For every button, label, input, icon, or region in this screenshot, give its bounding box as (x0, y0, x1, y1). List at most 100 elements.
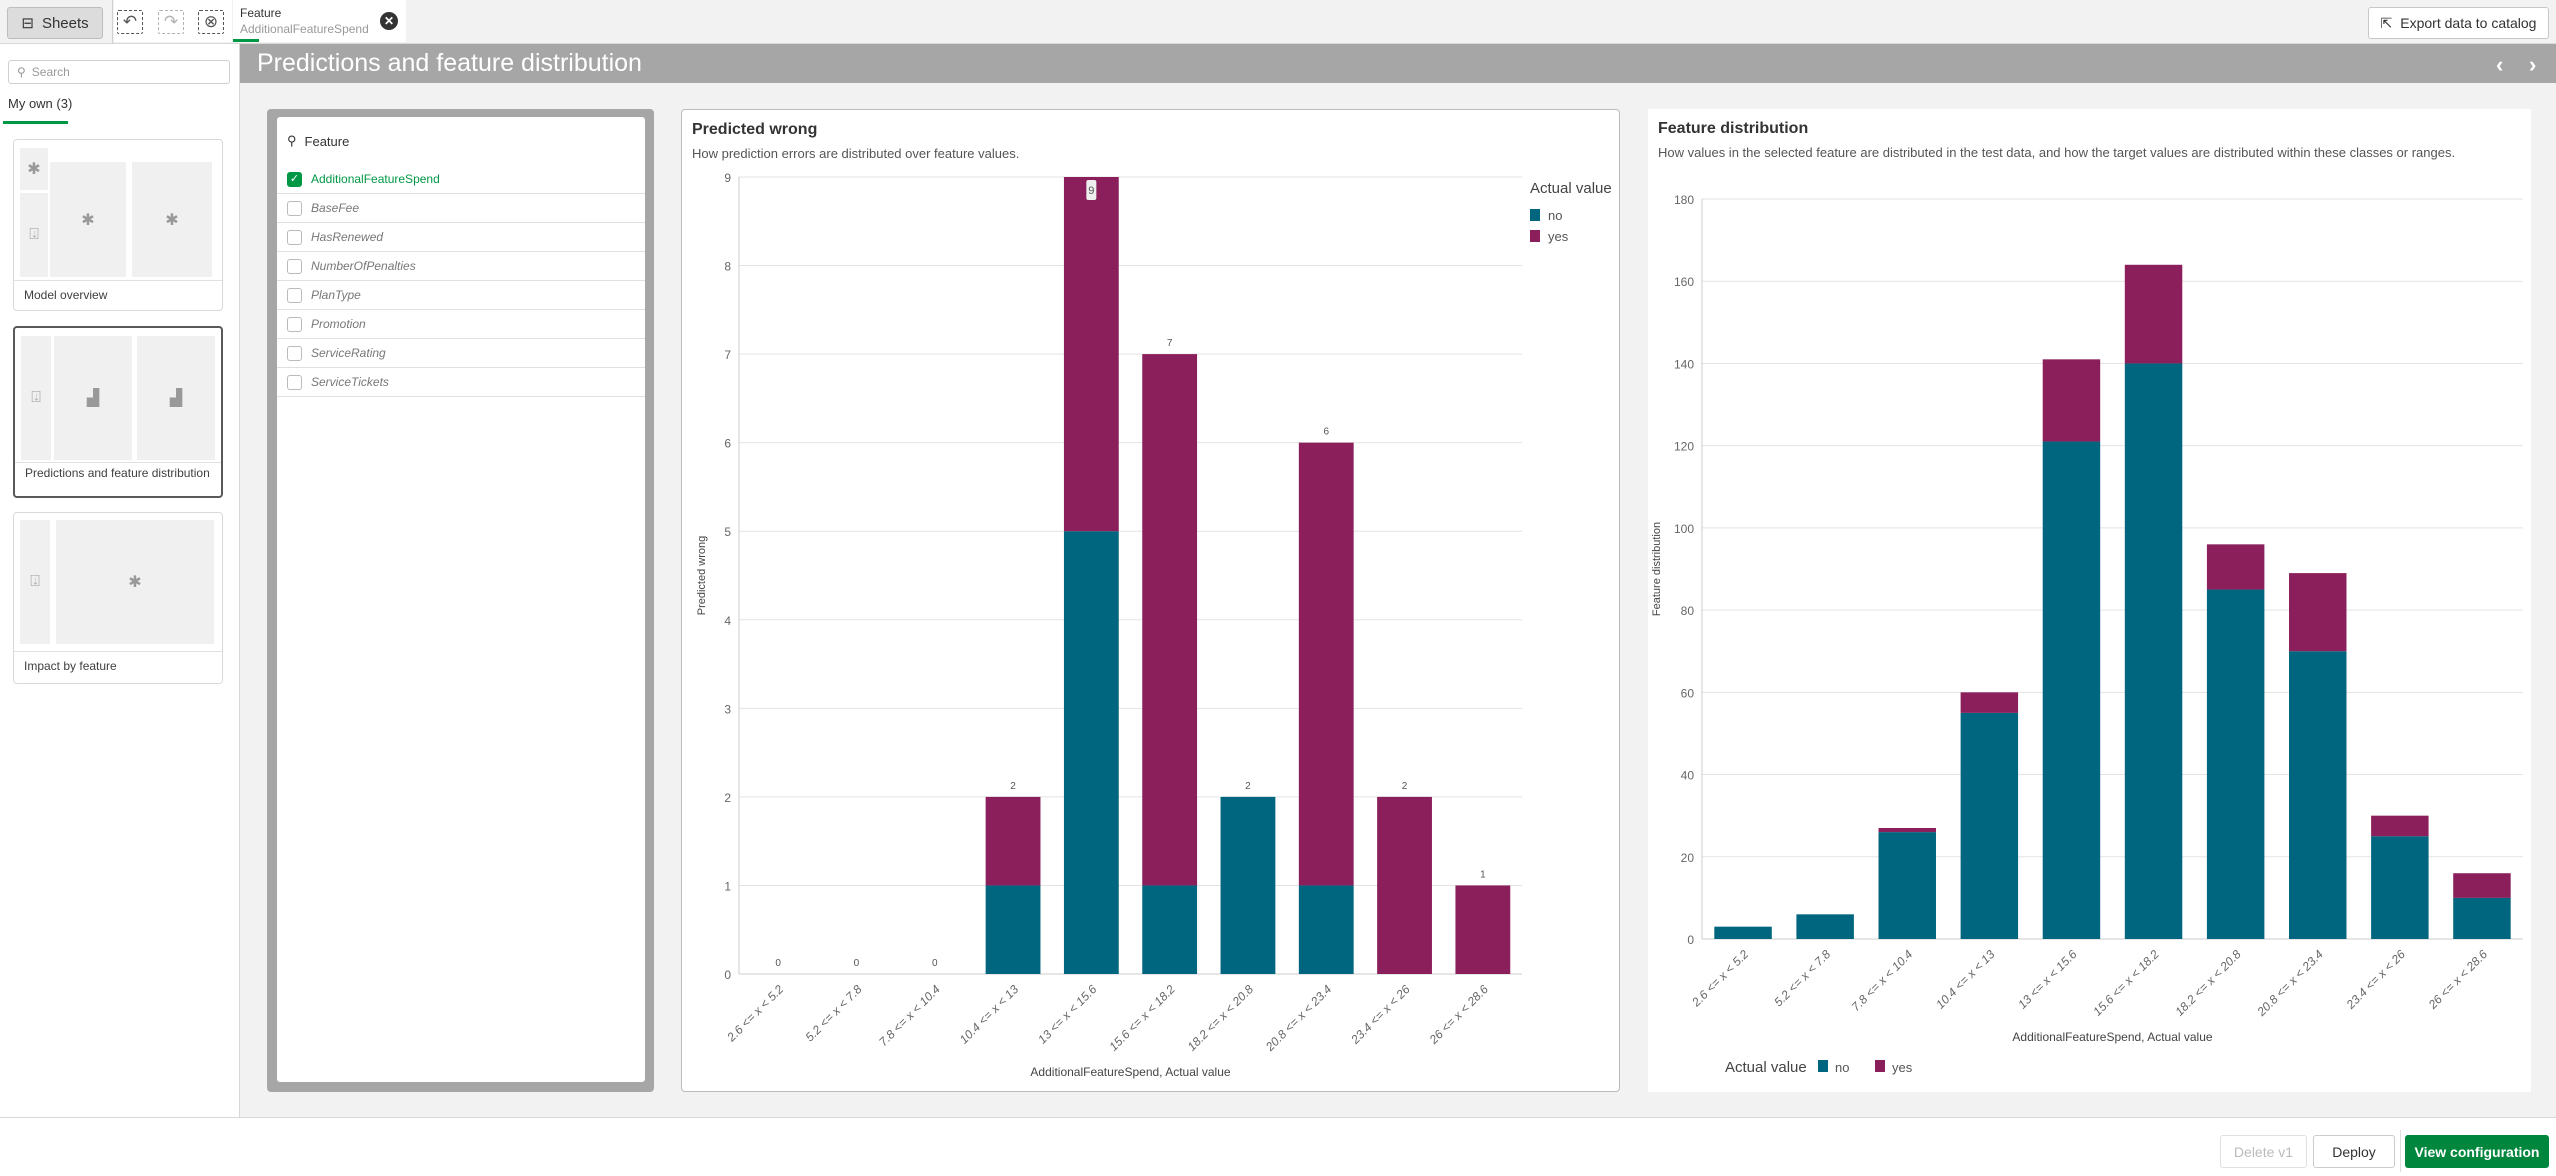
legend-label: no (1548, 208, 1562, 223)
x-tick-label: 10.4 <= x < 13 (1933, 947, 1998, 1012)
bar-yes (2206, 544, 2265, 590)
sheet-card-label: Impact by feature (14, 651, 222, 684)
feature-distribution-chart[interactable]: Feature distribution How values in the s… (1648, 109, 2531, 1092)
bar-no (1714, 926, 1772, 939)
sheets-sidebar: ⚲ Search My own (3) ✱ ⍗ ✱ ✱ Model overvie… (0, 44, 240, 1117)
bar-no (1796, 914, 1854, 939)
x-tick-label: 13 <= x < 15.6 (1035, 982, 1100, 1047)
bar-no (1142, 885, 1198, 974)
puzzle-icon: ✱ (20, 148, 48, 190)
bar-no (2124, 363, 2183, 939)
legend-label: yes (1892, 1060, 1913, 1075)
filter-item[interactable]: Promotion (277, 310, 645, 339)
puzzle-icon: ✱ (50, 162, 126, 277)
y-tick-label: 1 (724, 879, 731, 893)
filter-item[interactable]: HasRenewed (277, 223, 645, 252)
data-label: 7 (1167, 338, 1173, 349)
filter-item[interactable]: BaseFee (277, 194, 645, 223)
bar-no (2042, 441, 2101, 939)
delete-version-button[interactable]: Delete v1 (2220, 1135, 2307, 1168)
bar-no (2371, 836, 2429, 939)
sheet-search-input[interactable]: ⚲ Search (8, 60, 230, 84)
legend-label: no (1835, 1060, 1849, 1075)
filter-item-label: Promotion (311, 317, 366, 331)
bar-no (985, 885, 1041, 974)
y-tick-label: 0 (724, 968, 731, 982)
y-tick-label: 20 (1681, 851, 1695, 865)
export-data-button[interactable]: ⇱ Export data to catalog (2368, 7, 2549, 39)
checkbox[interactable] (287, 316, 302, 332)
x-tick-label: 2.6 <= x < 5.2 (724, 982, 787, 1045)
clear-selection-close-icon[interactable]: ✕ (380, 12, 398, 30)
bar-yes (2289, 573, 2347, 652)
legend-swatch-yes (1875, 1060, 1885, 1072)
kpi-placeholder (50, 148, 214, 156)
current-selection-tab[interactable]: Feature AdditionalFeatureSpend ✕ (233, 0, 406, 42)
y-tick-label: 40 (1681, 769, 1695, 783)
y-axis-title: Predicted wrong (696, 536, 708, 616)
bar-yes (1960, 692, 2019, 713)
data-label: 2 (1010, 781, 1016, 792)
y-tick-label: 5 (724, 525, 731, 539)
filter-item[interactable]: ✓ AdditionalFeatureSpend (277, 165, 645, 194)
x-tick-label: 18.2 <= x < 20.8 (2172, 947, 2244, 1019)
chart-title: Predicted wrong (692, 121, 818, 138)
checkbox[interactable] (287, 258, 302, 274)
step-forward-selection-icon[interactable]: ↷ (158, 10, 184, 34)
checkbox[interactable] (287, 345, 302, 361)
sheet-card-model-overview[interactable]: ✱ ⍗ ✱ ✱ Model overview (13, 139, 223, 311)
filter-header[interactable]: ⚲ Feature (287, 133, 350, 149)
filter-item[interactable]: ServiceTickets (277, 368, 645, 397)
filter-icon: ⍗ (21, 336, 51, 460)
data-label: 2 (1245, 781, 1251, 792)
sheet-card-predictions[interactable]: ⍗ ▟ ▟ Predictions and feature distributi… (13, 326, 223, 498)
sheets-button[interactable]: ⊟ Sheets (7, 7, 103, 39)
footer-divider (2400, 1130, 2401, 1172)
checkbox[interactable] (287, 200, 302, 216)
bar-yes (1455, 885, 1511, 974)
predicted-wrong-chart[interactable]: Predicted wrong How prediction errors ar… (681, 109, 1620, 1092)
step-back-selection-icon[interactable]: ↶ (117, 10, 143, 34)
legend-title: Actual value (1725, 1059, 1807, 1076)
bar-no (2206, 589, 2265, 939)
bar-yes (1063, 177, 1119, 532)
legend-swatch-no (1530, 209, 1540, 221)
clear-selections-icon[interactable]: ⊗ (198, 10, 224, 34)
deploy-button[interactable]: Deploy (2313, 1135, 2395, 1168)
x-tick-label: 7.8 <= x < 10.4 (1849, 947, 1916, 1014)
tab-my-own[interactable]: My own (3) (8, 96, 73, 111)
filter-item-label: BaseFee (311, 201, 360, 215)
bar-yes (2453, 873, 2511, 898)
x-tick-label: 15.6 <= x < 18.2 (2090, 947, 2162, 1019)
previous-sheet-icon[interactable]: ‹ (2496, 52, 2504, 77)
bar-yes (985, 796, 1041, 886)
y-tick-label: 80 (1681, 604, 1695, 618)
checkbox[interactable] (287, 374, 302, 390)
filter-icon: ⍗ (20, 193, 48, 277)
search-icon: ⚲ (17, 65, 26, 79)
sheet-card-impact[interactable]: ⍗ ✱ Impact by feature (13, 512, 223, 684)
filter-item[interactable]: PlanType (277, 281, 645, 310)
checkbox[interactable] (287, 229, 302, 245)
x-tick-label: 23.4 <= x < 26 (2343, 947, 2408, 1012)
x-tick-label: 18.2 <= x < 20.8 (1185, 982, 1257, 1054)
y-tick-label: 160 (1674, 275, 1694, 289)
data-label: 0 (775, 958, 781, 969)
data-label: 1 (1480, 869, 1486, 880)
y-tick-label: 0 (1687, 933, 1694, 947)
checkbox[interactable]: ✓ (287, 171, 302, 187)
x-tick-label: 20.8 <= x < 23.4 (1262, 982, 1334, 1054)
bar-no (1298, 885, 1354, 974)
x-axis-title: AdditionalFeatureSpend, Actual value (1030, 1065, 1230, 1079)
filter-item[interactable]: ServiceRating (277, 339, 645, 368)
filter-item[interactable]: NumberOfPenalties (277, 252, 645, 281)
chart-subtitle: How values in the selected feature are d… (1658, 145, 2456, 160)
y-tick-label: 120 (1674, 440, 1694, 454)
view-configuration-button[interactable]: View configuration (2405, 1135, 2549, 1168)
next-sheet-icon[interactable]: › (2529, 52, 2537, 77)
x-tick-label: 7.8 <= x < 10.4 (876, 982, 943, 1049)
sheet-card-label: Predictions and feature distribution (15, 462, 221, 498)
toolbar-divider (112, 0, 113, 44)
checkbox[interactable] (287, 287, 302, 303)
